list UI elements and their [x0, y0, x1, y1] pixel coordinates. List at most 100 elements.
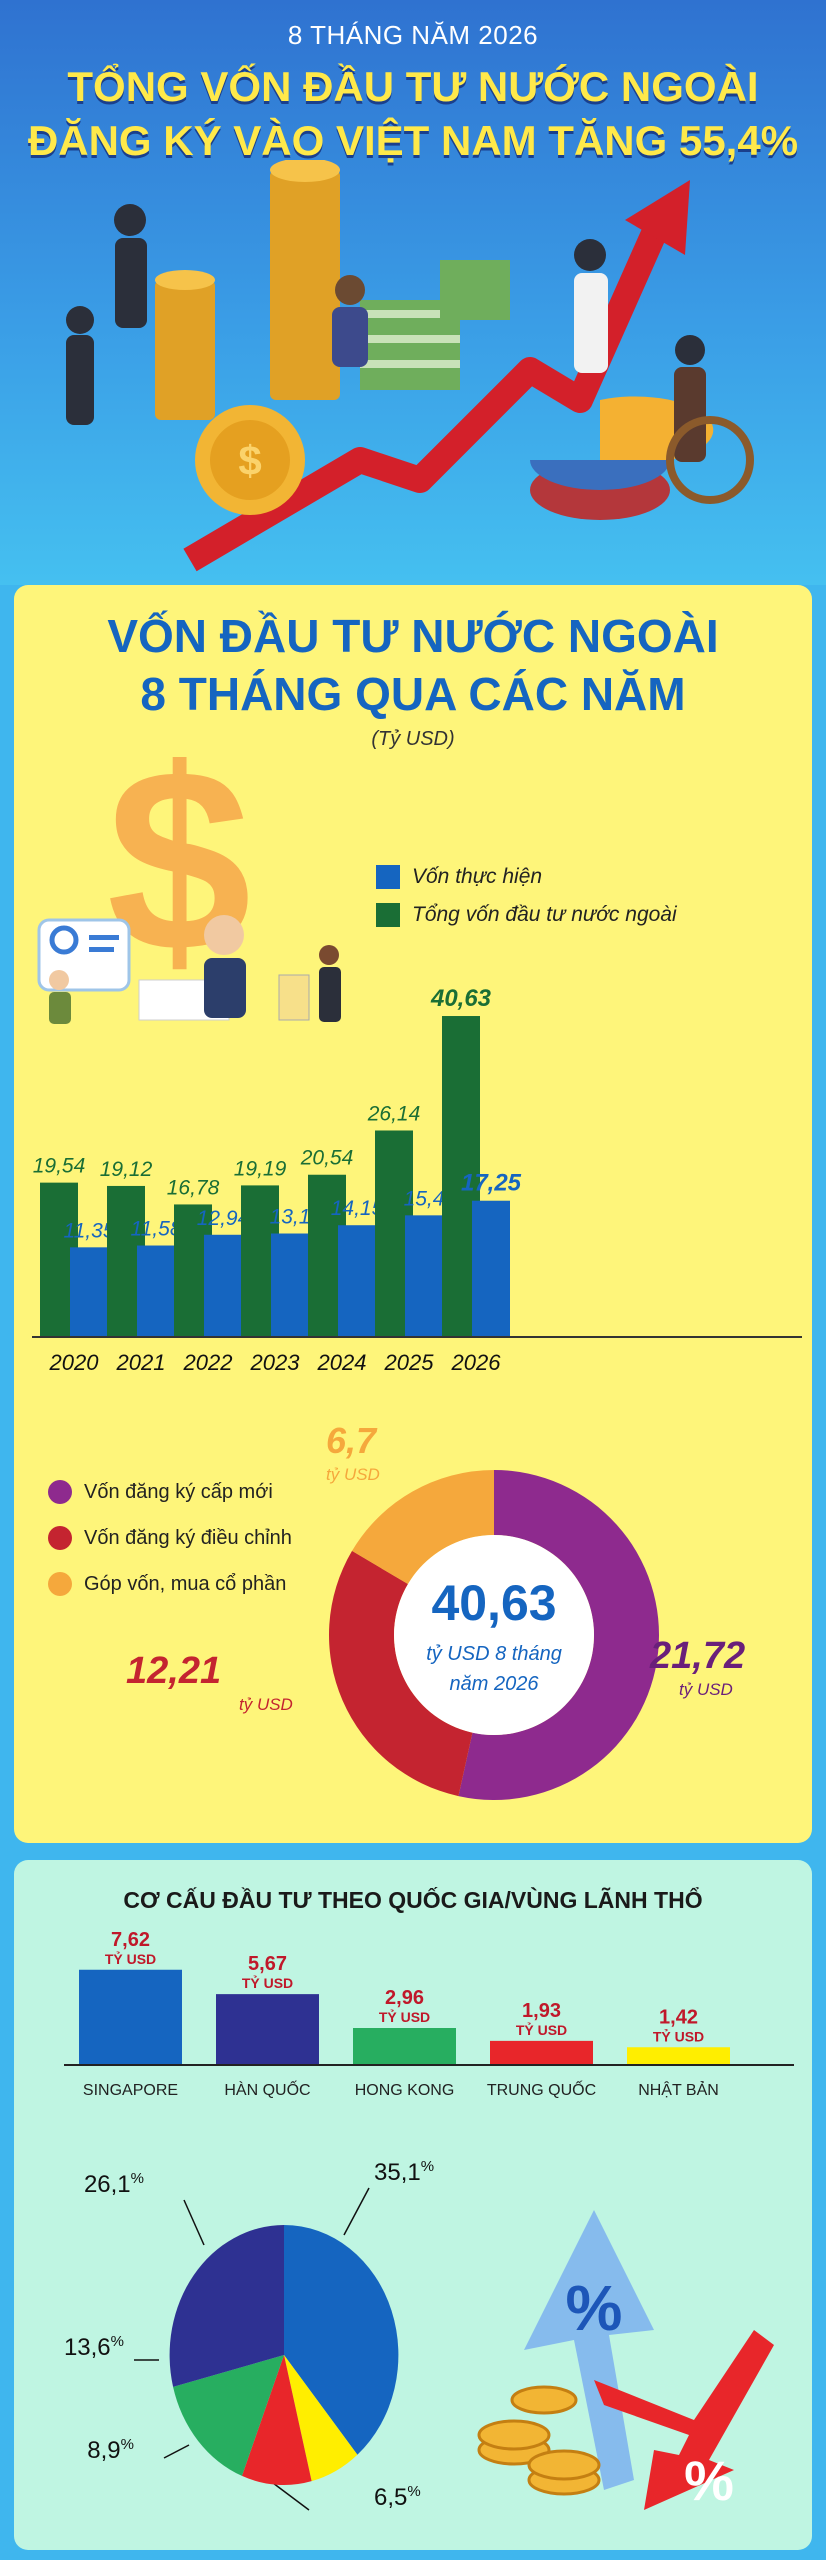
- panel1-unit: (Tỷ USD): [371, 728, 455, 750]
- bar-chart-legend: Vốn thực hiện Tổng vốn đầu tư nước ngoài: [376, 865, 677, 941]
- legend-swatch-blue: [376, 865, 400, 889]
- arrow-down-icon: [594, 2330, 774, 2510]
- pie-label-4: 26,1%: [84, 2170, 144, 2198]
- business-growth-illustration: $: [66, 160, 754, 572]
- country-unit-4: TỶ USD: [653, 2028, 704, 2044]
- office-illustration: $: [37, 740, 341, 1024]
- bar-realized-2024: [338, 1225, 376, 1337]
- country-value-2: 2,96: [385, 1987, 424, 2009]
- pie-slice-0: [284, 2225, 399, 2455]
- country-name-1: HÀN QUỐC: [224, 2079, 310, 2099]
- donut-center-line2: năm 2026: [450, 1673, 540, 1695]
- donut-legend-item-new: Vốn đăng ký cấp mới: [48, 1480, 292, 1504]
- pie-label-value-3: 13,6: [64, 2334, 111, 2361]
- percent-up-icon: %: [566, 2272, 623, 2344]
- pie-slice-4: [169, 2225, 284, 2387]
- pie-leader-1: [268, 2479, 310, 2511]
- pie-slice-1: [284, 2355, 358, 2482]
- legend-item-realized: Vốn thực hiện: [376, 865, 677, 889]
- value-label-realized-2020: 11,35: [64, 1219, 115, 1242]
- pie-label-value-2: 8,9: [87, 2437, 120, 2464]
- legend-dot-purple: [48, 1480, 72, 1504]
- bar-realized-2021: [137, 1245, 175, 1337]
- arrow-up-icon: [524, 2210, 654, 2490]
- donut-unit-shares: tỷ USD: [326, 1465, 380, 1484]
- x-tick-2024: 2024: [317, 1350, 367, 1375]
- country-bar-3: [490, 2040, 593, 2065]
- country-bar-0: [79, 1969, 182, 2065]
- donut-slice-1: [329, 1550, 473, 1797]
- pie-label-3: 13,6%: [64, 2333, 124, 2361]
- country-unit-3: TỶ USD: [516, 2022, 567, 2038]
- donut-slice-2: [352, 1470, 494, 1585]
- bar-realized-2023: [271, 1233, 309, 1337]
- value-label-total-2024: 20,54: [300, 1147, 354, 1170]
- country-name-0: SINGAPORE: [83, 2082, 178, 2099]
- donut-legend-label-adjusted: Vốn đăng ký điều chỉnh: [84, 1526, 292, 1549]
- country-bar-4: [627, 2047, 730, 2065]
- donut-label-adjusted: 12,21: [126, 1650, 222, 1692]
- fdi-yearly-bar-chart: 19,54 11,35 2020 19,12 11,58 2021 16,78 12,94 20…: [32, 985, 802, 1375]
- value-label-realized-2026: 17,25: [461, 1170, 522, 1197]
- pie-label-value-4: 26,1: [84, 2171, 131, 2198]
- hero-title: TỔNG VỐN ĐẦU TƯ NƯỚC NGOÀI ĐĂNG KÝ VÀO V…: [0, 60, 826, 168]
- value-label-total-2022: 16,78: [167, 1176, 220, 1199]
- country-value-0: 7,62: [111, 1929, 150, 1951]
- donut-center: [394, 1535, 594, 1735]
- value-label-realized-2023: 13,1: [270, 1206, 311, 1229]
- fdi-breakdown-donut: 40,63 tỷ USD 8 tháng năm 2026: [329, 1470, 660, 1800]
- money-stack-icon: [360, 260, 510, 390]
- pie-label-2: 8,9%: [87, 2436, 134, 2464]
- legend-label-total: Tổng vốn đầu tư nước ngoài: [412, 903, 677, 926]
- country-value-3: 1,93: [522, 2000, 561, 2022]
- donut-unit-adjusted: tỷ USD: [239, 1695, 293, 1714]
- pie-label-pct-0: %: [421, 2158, 434, 2175]
- country-unit-1: TỶ USD: [242, 1975, 293, 1991]
- business-people-icon: [66, 204, 706, 462]
- panel1-title: VỐN ĐẦU TƯ NƯỚC NGOÀI 8 THÁNG QUA CÁC NĂ…: [14, 607, 812, 723]
- pie-slice-2: [241, 2355, 312, 2485]
- pie-label-value-0: 35,1: [374, 2159, 421, 2186]
- country-value-1: 5,67: [248, 1953, 287, 1975]
- percent-arrows-illustration: % %: [477, 2210, 774, 2512]
- donut-legend-item-adjusted: Vốn đăng ký điều chỉnh: [48, 1526, 292, 1550]
- panel2-title: CƠ CẤU ĐẦU TƯ THEO QUỐC GIA/VÙNG LÃNH TH…: [123, 1887, 703, 1913]
- pie-label-0: 35,1%: [374, 2158, 434, 2186]
- country-bar-1: [216, 1994, 319, 2065]
- pie-label-pct-1: %: [407, 2483, 420, 2500]
- businessman-icon: [204, 915, 244, 955]
- pie-leader-2: [163, 2444, 190, 2459]
- percent-down-icon: %: [684, 2449, 734, 2512]
- donut-legend-label-shares: Góp vốn, mua cổ phần: [84, 1572, 287, 1595]
- country-bar-2: [353, 2028, 456, 2065]
- donut-unit-new: tỷ USD: [679, 1680, 733, 1699]
- country-value-4: 1,42: [659, 2006, 698, 2028]
- bar-realized-2020: [70, 1247, 108, 1337]
- value-label-total-2023: 19,19: [234, 1157, 287, 1180]
- x-tick-2020: 2020: [49, 1350, 100, 1375]
- donut-label-new: 21,72: [650, 1635, 746, 1677]
- pie-slice-3: [173, 2355, 284, 2476]
- value-label-realized-2022: 12,94: [197, 1207, 250, 1230]
- pie-label-pct-3: %: [111, 2333, 124, 2350]
- pie-label-1: 6,5%: [374, 2483, 421, 2511]
- value-label-total-2025: 26,14: [367, 1102, 421, 1125]
- country-name-2: HONG KONG: [355, 2082, 455, 2099]
- donut-legend: Vốn đăng ký cấp mới Vốn đăng ký điều chỉ…: [48, 1480, 292, 1618]
- hero-title-line1: TỔNG VỐN ĐẦU TƯ NƯỚC NGOÀI: [67, 63, 759, 110]
- svg-text:$: $: [238, 437, 261, 484]
- bar-realized-2026: [472, 1200, 510, 1337]
- legend-dot-orange: [48, 1572, 72, 1596]
- pie-label-value-1: 6,5: [374, 2484, 407, 2511]
- donut-label-shares: 6,7: [326, 1420, 377, 1461]
- panel1-title-line1: VỐN ĐẦU TƯ NƯỚC NGOÀI: [107, 610, 719, 662]
- country-name-4: NHẬT BẢN: [638, 2080, 719, 2099]
- x-tick-2023: 2023: [250, 1350, 301, 1375]
- value-label-realized-2021: 11,58: [131, 1218, 182, 1241]
- country-name-3: TRUNG QUỐC: [487, 2079, 596, 2099]
- x-tick-2022: 2022: [183, 1350, 233, 1375]
- value-label-realized-2025: 15,4: [404, 1187, 445, 1210]
- panel1-title-line2: 8 THÁNG QUA CÁC NĂM: [140, 668, 686, 720]
